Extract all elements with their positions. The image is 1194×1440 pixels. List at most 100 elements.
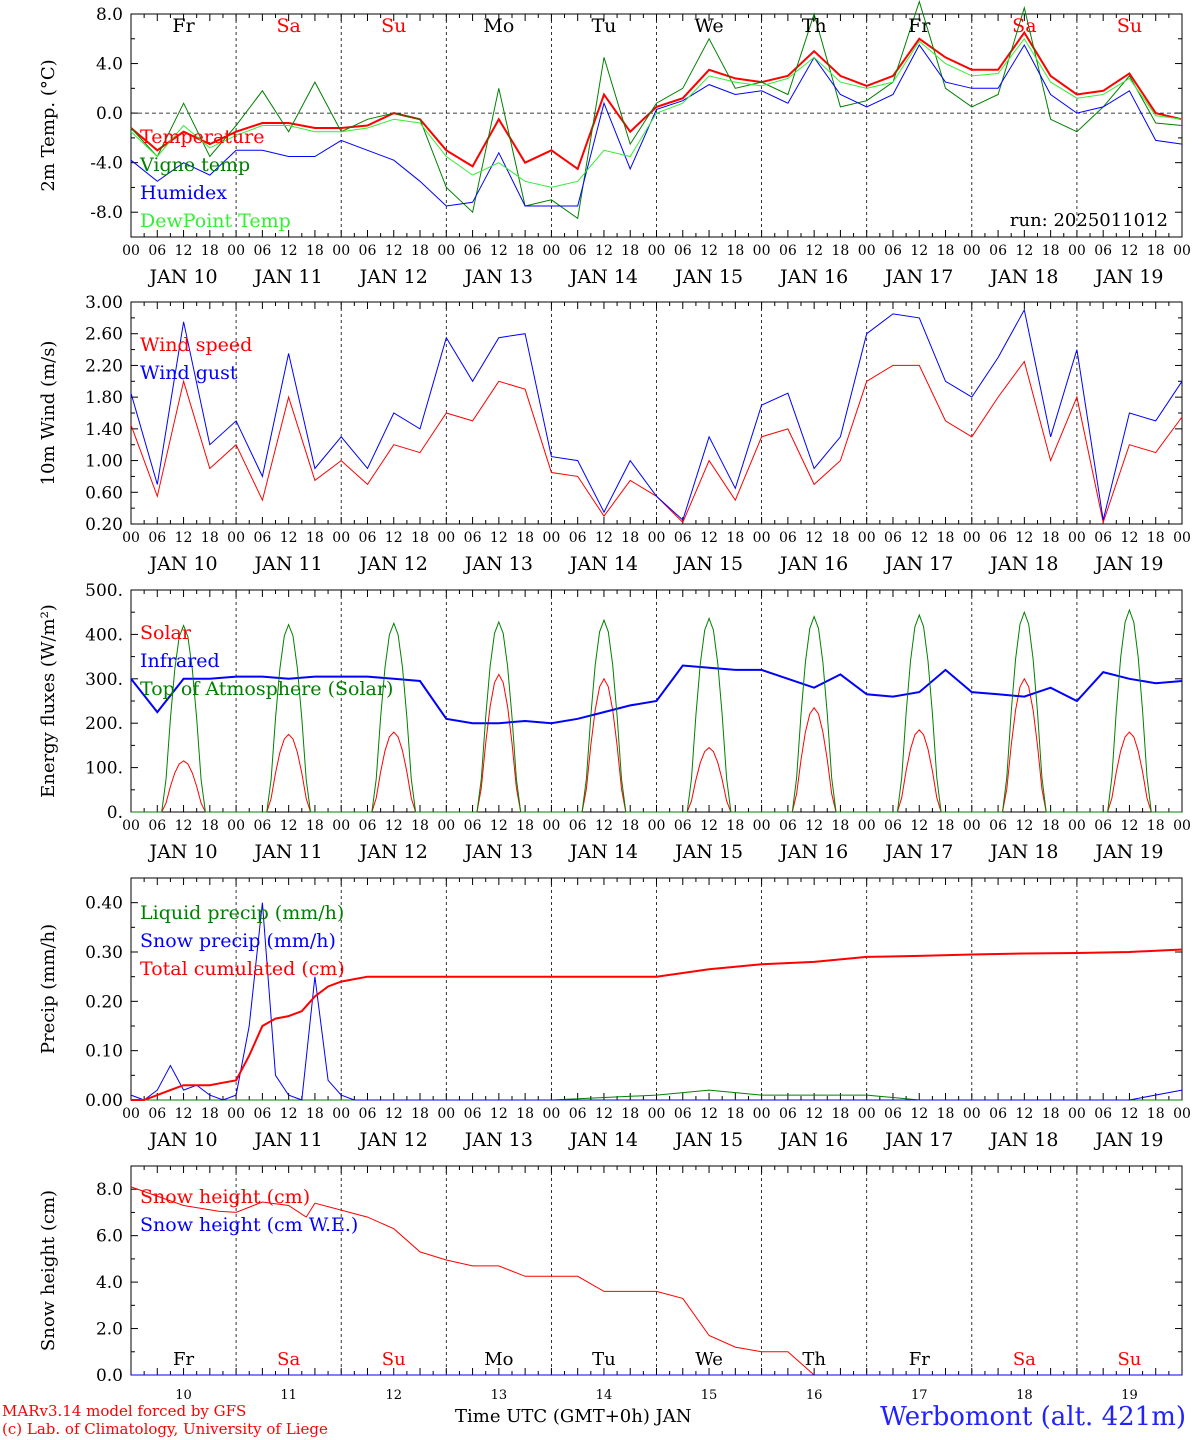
- hour-label: 12: [1015, 818, 1033, 834]
- weekday-label-bottom: Sa: [1013, 1349, 1036, 1370]
- series-line-total-cumulated-cm-: [131, 948, 1183, 1101]
- day-label: JAN 18: [988, 553, 1058, 575]
- hour-label: 06: [884, 818, 902, 834]
- day-label: JAN 17: [883, 553, 953, 575]
- day-label: JAN 12: [358, 1129, 428, 1151]
- series-line-snow-precip-mm-h-: [130, 902, 1183, 1101]
- hour-label: 06: [674, 530, 692, 546]
- day-number-label: 12: [385, 1388, 402, 1403]
- hour-label: 18: [937, 1106, 955, 1122]
- day-label: JAN 16: [778, 553, 848, 575]
- x-axis-title: Time UTC (GMT+0h) JAN: [455, 1406, 692, 1427]
- hour-label: 18: [726, 1106, 744, 1122]
- hour-label: 00: [753, 243, 771, 259]
- y-tick-label: -8.0: [90, 203, 123, 223]
- weekday-label-top: Fr: [908, 15, 931, 37]
- y-tick-label: 6.0: [96, 1227, 123, 1247]
- day-label: JAN 18: [988, 266, 1058, 288]
- weekday-label-bottom: We: [695, 1349, 723, 1370]
- y-tick-label: 8.0: [96, 5, 123, 25]
- day-label: JAN 11: [253, 266, 323, 288]
- legend-entry: Snow height (cm W.E.): [140, 1214, 358, 1236]
- hour-label: 18: [516, 530, 534, 546]
- day-label: JAN 19: [1093, 841, 1163, 863]
- y-tick-label: 2.60: [85, 325, 123, 345]
- hour-label: 06: [253, 818, 271, 834]
- hour-label: 06: [569, 530, 587, 546]
- hour-label: 06: [359, 530, 377, 546]
- hour-label: 18: [1147, 1106, 1165, 1122]
- day-label: JAN 14: [568, 553, 638, 575]
- weekday-label-bottom: Fr: [173, 1349, 194, 1370]
- hour-label: 18: [1042, 530, 1060, 546]
- hour-label: 00: [227, 530, 245, 546]
- hour-label: 18: [832, 818, 850, 834]
- y-axis-label: Snow height (cm): [38, 1190, 59, 1351]
- hour-label: 18: [201, 1106, 219, 1122]
- day-number-label: 13: [491, 1388, 508, 1403]
- day-label: JAN 15: [673, 841, 743, 863]
- hour-label: 18: [201, 818, 219, 834]
- hour-label: 18: [201, 243, 219, 259]
- hour-label: 12: [490, 1106, 508, 1122]
- legend-entry: Wind gust: [140, 362, 238, 384]
- day-label: JAN 19: [1093, 1129, 1163, 1151]
- hour-label: 06: [779, 243, 797, 259]
- series-line-humidex: [130, 43, 1183, 207]
- day-label: JAN 14: [568, 1129, 638, 1151]
- day-label: JAN 12: [358, 841, 428, 863]
- day-label: JAN 10: [147, 841, 217, 863]
- model-credit: MARv3.14 model forced by GFS: [2, 1402, 247, 1420]
- legend-entry: Vigne temp: [139, 154, 250, 176]
- hour-label: 12: [280, 818, 298, 834]
- day-label: JAN 11: [253, 553, 323, 575]
- hour-label: 06: [359, 818, 377, 834]
- hour-label: 18: [306, 243, 324, 259]
- day-number-label: 10: [175, 1388, 192, 1403]
- day-number-label: 19: [1121, 1388, 1138, 1403]
- hour-label: 06: [569, 1106, 587, 1122]
- hour-label: 18: [726, 243, 744, 259]
- hour-label: 06: [359, 1106, 377, 1122]
- hour-label: 18: [832, 530, 850, 546]
- hour-label: 06: [989, 530, 1007, 546]
- hour-label: 12: [175, 243, 193, 259]
- weekday-label-bottom: Su: [1117, 1349, 1141, 1370]
- y-tick-label: 4.0: [96, 55, 123, 75]
- day-label: JAN 11: [253, 841, 323, 863]
- hour-label: 12: [595, 243, 613, 259]
- legend-entry: Wind speed: [140, 334, 252, 356]
- day-label: JAN 13: [463, 266, 533, 288]
- hour-label: 00: [963, 818, 981, 834]
- hour-label: 06: [359, 243, 377, 259]
- site-name: Werbomont (alt. 421m): [880, 1402, 1186, 1432]
- hour-label: 12: [1121, 818, 1139, 834]
- run-label: run: 2025011012: [1010, 210, 1168, 231]
- hour-label: 18: [937, 818, 955, 834]
- y-tick-label: 400.: [85, 625, 123, 645]
- y-axis-label: Precip (mm/h): [38, 924, 59, 1054]
- weekday-label-bottom: Sa: [277, 1349, 300, 1370]
- day-label: JAN 15: [673, 266, 743, 288]
- hour-label: 12: [490, 530, 508, 546]
- day-label: JAN 14: [568, 266, 638, 288]
- y-axis-label: 10m Wind (m/s): [38, 341, 59, 486]
- legend-entry: Humidex: [140, 182, 227, 204]
- y-tick-label: 0.60: [85, 483, 123, 503]
- hour-label: 18: [411, 243, 429, 259]
- hour-label: 12: [385, 243, 403, 259]
- weekday-label-top: Su: [381, 15, 406, 37]
- hour-label: 06: [148, 243, 166, 259]
- hour-label: 00: [858, 818, 876, 834]
- hour-label: 00: [648, 243, 666, 259]
- hour-label: 06: [148, 530, 166, 546]
- day-label: JAN 15: [673, 553, 743, 575]
- series-line-top-of-atmosphere-solar-: [131, 608, 1182, 813]
- hour-label: 00: [1173, 243, 1191, 259]
- legend-entry: Snow height (cm): [140, 1186, 310, 1208]
- hour-label: 12: [385, 818, 403, 834]
- day-label: JAN 10: [147, 553, 217, 575]
- hour-label: 12: [1015, 1106, 1033, 1122]
- hour-label: 00: [963, 1106, 981, 1122]
